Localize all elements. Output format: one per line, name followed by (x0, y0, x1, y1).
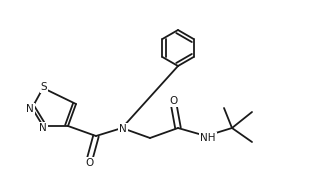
Text: S: S (41, 82, 47, 92)
Text: O: O (170, 96, 178, 106)
Text: N: N (119, 124, 127, 134)
Text: NH: NH (200, 133, 216, 143)
Text: O: O (86, 158, 94, 168)
Text: N: N (39, 123, 47, 133)
Text: N: N (26, 104, 34, 114)
